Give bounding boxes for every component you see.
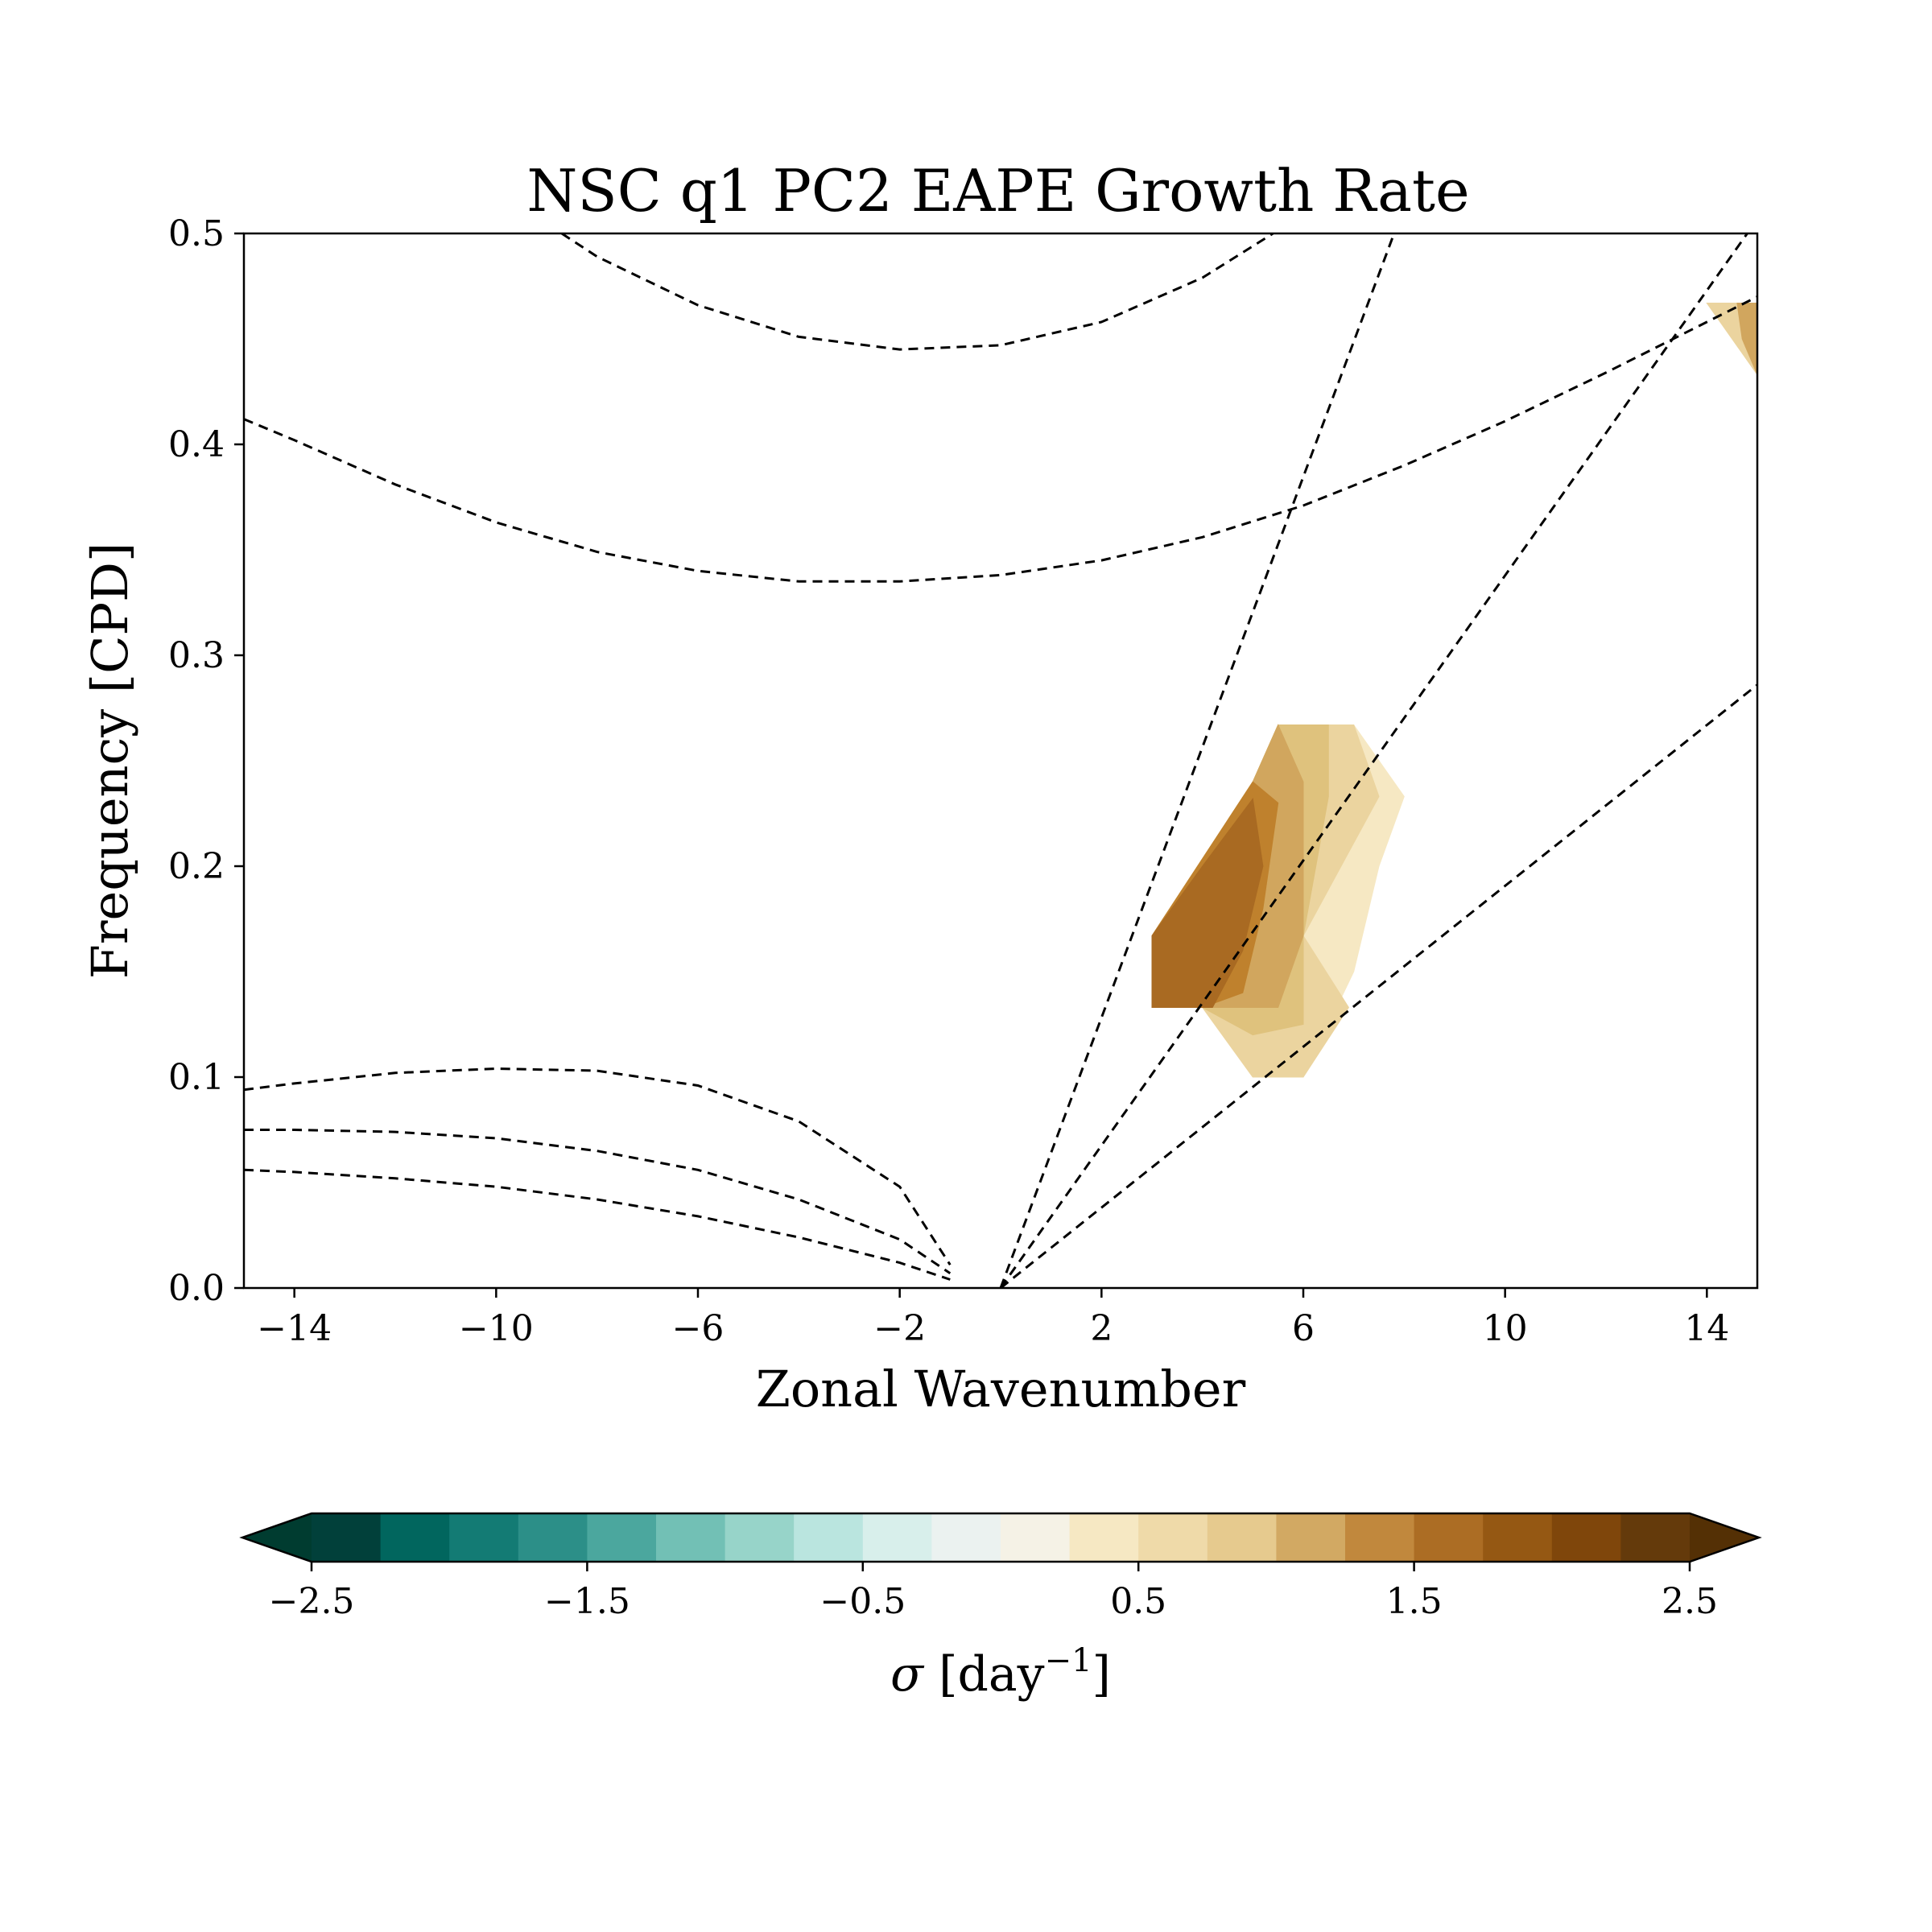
colorbar: −2.5 −1.5 −0.5 0.5 1.5 2.5 σ [day−1] xyxy=(239,1512,1762,1703)
x-tick-label: −2 xyxy=(873,1308,926,1349)
x-axis-label: Zonal Wavenumber xyxy=(756,1360,1246,1418)
x-tick-label: 6 xyxy=(1292,1308,1315,1349)
colorbar-ticks: −2.5 −1.5 −0.5 0.5 1.5 2.5 xyxy=(269,1562,1718,1622)
colorbar-tick-label: −1.5 xyxy=(544,1581,630,1622)
colorbar-segment xyxy=(862,1513,932,1562)
colorbar-tick-label: 1.5 xyxy=(1386,1581,1443,1622)
colorbar-label-symbol: σ xyxy=(890,1646,925,1703)
dispersion-curve-kelvin-0 xyxy=(999,233,1396,1288)
x-tick-label: 2 xyxy=(1090,1308,1113,1349)
colorbar-tick-label: 0.5 xyxy=(1110,1581,1166,1622)
plot-area: −14 −10 −6 −2 2 6 10 14 0.0 0.1 0.2 0.3 0.4 0.5 xyxy=(168,213,1759,1349)
y-tick-label: 0.4 xyxy=(168,424,225,465)
y-tick-label: 0.2 xyxy=(168,846,225,887)
colorbar-segment xyxy=(449,1513,519,1562)
dispersion-curve-er-6 xyxy=(244,1129,952,1274)
colorbar-label: σ [day−1] xyxy=(890,1642,1111,1703)
colorbar-segment xyxy=(931,1513,1001,1562)
colorbar-tick-label: −2.5 xyxy=(269,1581,355,1622)
colorbar-extend-high xyxy=(1690,1513,1759,1562)
x-tick-label: −6 xyxy=(672,1308,724,1349)
colorbar-segment xyxy=(1620,1513,1690,1562)
dispersion-curve-er-7 xyxy=(244,1168,951,1281)
x-tick-label: 14 xyxy=(1684,1308,1729,1349)
contour-region-7 xyxy=(1736,303,1757,375)
colorbar-segment xyxy=(587,1513,657,1562)
x-tick-label: −10 xyxy=(459,1308,534,1349)
colorbar-segment xyxy=(1551,1513,1621,1562)
y-axis-label: Frequency [CPD] xyxy=(80,543,139,979)
dispersion-curve-er-5 xyxy=(244,1067,952,1266)
dispersion-curve-kelvin-2 xyxy=(1000,683,1757,1288)
colorbar-segment xyxy=(1276,1513,1346,1562)
y-tick-label: 0.1 xyxy=(168,1057,225,1098)
colorbar-label-unit: [day xyxy=(923,1646,1045,1703)
colorbar-segment xyxy=(1001,1513,1071,1562)
y-axis-ticks: 0.0 0.1 0.2 0.3 0.4 0.5 xyxy=(168,213,244,1309)
colorbar-segment xyxy=(1483,1513,1553,1562)
colorbar-segment xyxy=(312,1513,382,1562)
colorbar-segment xyxy=(380,1513,450,1562)
colorbar-segment xyxy=(724,1513,795,1562)
axes-frame xyxy=(242,232,1759,1290)
colorbar-tick-label: −0.5 xyxy=(819,1581,906,1622)
x-tick-label: −14 xyxy=(257,1308,332,1349)
chart-title: NSC q1 PC2 EAPE Growth Rate xyxy=(526,157,1469,225)
colorbar-segment xyxy=(1414,1513,1484,1562)
colorbar-tick-label: 2.5 xyxy=(1662,1581,1718,1622)
dispersion-curve-ig-4 xyxy=(560,233,1274,351)
colorbar-segments xyxy=(312,1513,1690,1562)
colorbar-segment xyxy=(794,1513,864,1562)
colorbar-segment xyxy=(1207,1513,1277,1562)
colorbar-segment xyxy=(656,1513,726,1562)
y-tick-label: 0.0 xyxy=(168,1268,225,1309)
colorbar-extend-low xyxy=(242,1513,312,1562)
colorbar-label-exponent: −1 xyxy=(1045,1642,1092,1679)
colorbar-segment xyxy=(518,1513,588,1562)
dispersion-curves-layer xyxy=(244,233,1757,1288)
y-tick-label: 0.3 xyxy=(168,635,225,676)
colorbar-segment xyxy=(1138,1513,1208,1562)
colorbar-segment xyxy=(1069,1513,1139,1562)
colorbar-segment xyxy=(1345,1513,1415,1562)
colorbar-label-close: ] xyxy=(1092,1646,1111,1703)
x-tick-label: 10 xyxy=(1483,1308,1528,1349)
x-axis-ticks: −14 −10 −6 −2 2 6 10 14 xyxy=(257,1288,1729,1349)
dispersion-curve-kelvin-1 xyxy=(999,233,1748,1288)
y-tick-label: 0.5 xyxy=(168,213,225,254)
